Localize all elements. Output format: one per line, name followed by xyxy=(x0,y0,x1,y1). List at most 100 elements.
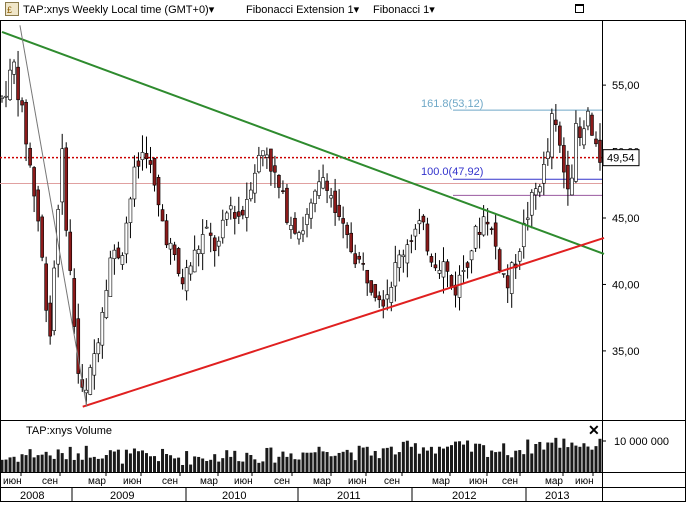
candle-body xyxy=(297,232,301,240)
candle-body xyxy=(433,264,438,269)
volume-bar xyxy=(148,456,152,472)
candle-body xyxy=(445,261,450,272)
candle-body xyxy=(120,255,125,265)
volume-bar xyxy=(445,446,449,472)
candle-body xyxy=(505,275,510,289)
candle-body xyxy=(521,222,526,248)
volume-bar xyxy=(417,453,421,472)
study-fibonacci-extension[interactable]: Fibonacci Extension 1▾ xyxy=(246,3,359,16)
candle-body xyxy=(489,228,494,231)
volume-bar xyxy=(269,447,273,472)
volume-bar xyxy=(385,447,389,472)
candle-body xyxy=(265,154,269,158)
candle-body xyxy=(405,244,410,264)
candle-body xyxy=(168,242,173,250)
volume-bar xyxy=(233,450,237,472)
candle-body xyxy=(558,125,562,146)
volume-bar xyxy=(490,450,494,472)
volume-bar xyxy=(590,449,594,472)
x-month-label: сен xyxy=(384,476,400,487)
volume-bar xyxy=(393,454,397,472)
candle-body xyxy=(485,221,490,225)
candle-body xyxy=(140,152,145,161)
candle-body xyxy=(574,123,578,182)
x-month-label: июн xyxy=(3,476,22,487)
candle-body xyxy=(212,237,217,252)
chevron-down-icon[interactable]: ▾ xyxy=(353,4,360,16)
maximize-icon[interactable] xyxy=(575,4,584,13)
candle-body xyxy=(473,226,478,249)
instrument-title[interactable]: TAP:xnys Weekly Local time (GMT+0)▾ xyxy=(23,3,214,16)
volume-bar xyxy=(84,445,88,472)
candle-body xyxy=(365,269,370,284)
candle-body xyxy=(381,299,386,307)
volume-bar xyxy=(213,454,217,472)
volume-bar xyxy=(429,446,433,472)
volume-bar xyxy=(64,459,68,472)
volume-bar xyxy=(293,459,297,472)
volume-bar xyxy=(40,454,44,472)
volume-bar xyxy=(245,452,249,472)
volume-bar xyxy=(225,450,229,472)
volume-bar xyxy=(177,457,181,472)
candle-body xyxy=(136,160,141,167)
trendline-lower-red xyxy=(82,236,605,408)
candle-body xyxy=(397,254,402,269)
volume-bar xyxy=(329,456,333,472)
candle-body xyxy=(361,263,366,265)
volume-bar xyxy=(425,450,429,472)
volume-bar xyxy=(530,453,534,472)
candle-body xyxy=(4,95,8,98)
candle-body xyxy=(148,160,153,165)
volume-bar xyxy=(409,446,413,472)
volume-bar xyxy=(462,444,466,472)
candle-body xyxy=(293,217,297,234)
volume-bar xyxy=(405,440,409,472)
study-fibonacci-label: Fibonacci 1 xyxy=(373,4,430,16)
volume-bar xyxy=(401,441,405,472)
candle-body xyxy=(377,295,382,301)
volume-bar xyxy=(582,443,586,472)
candle-body xyxy=(469,250,474,261)
volume-bar xyxy=(413,443,417,472)
candle-body xyxy=(108,257,113,297)
close-icon[interactable]: ✕ xyxy=(588,422,600,438)
volume-bar xyxy=(353,460,357,472)
volume-bar xyxy=(526,439,530,472)
study-fibonacci[interactable]: Fibonacci 1▾ xyxy=(373,3,435,16)
candle-body xyxy=(594,138,598,145)
volume-bar xyxy=(361,447,365,472)
candle-body xyxy=(60,148,65,203)
instrument-icon[interactable]: £ xyxy=(5,2,19,19)
candle-body xyxy=(533,188,538,196)
volume-bar xyxy=(510,457,514,472)
volume-bar xyxy=(261,461,265,472)
candle-body xyxy=(465,262,470,268)
volume-bar xyxy=(24,455,28,472)
volume-bar xyxy=(421,447,425,472)
volume-bar xyxy=(522,454,526,472)
volume-bar xyxy=(28,449,32,472)
x-year-label: 2011 xyxy=(337,490,361,502)
volume-bar xyxy=(578,446,582,472)
candle-body xyxy=(437,270,442,274)
volume-bar xyxy=(153,456,157,472)
candle-body xyxy=(28,147,32,166)
chevron-down-icon[interactable]: ▾ xyxy=(429,4,435,16)
volume-bar xyxy=(193,456,197,472)
candle-body xyxy=(52,267,56,332)
x-month-label: мар xyxy=(313,476,331,487)
candle-body xyxy=(401,254,406,258)
volume-bar xyxy=(209,459,213,472)
candle-body xyxy=(329,195,333,199)
volume-bar xyxy=(217,461,221,472)
candle-body xyxy=(200,234,205,255)
volume-bar xyxy=(249,455,253,472)
chevron-down-icon[interactable]: ▾ xyxy=(208,4,215,16)
volume-bar xyxy=(305,452,309,472)
x-year-label: 2012 xyxy=(452,490,476,502)
volume-bar xyxy=(229,456,233,472)
volume-bar xyxy=(0,459,4,472)
